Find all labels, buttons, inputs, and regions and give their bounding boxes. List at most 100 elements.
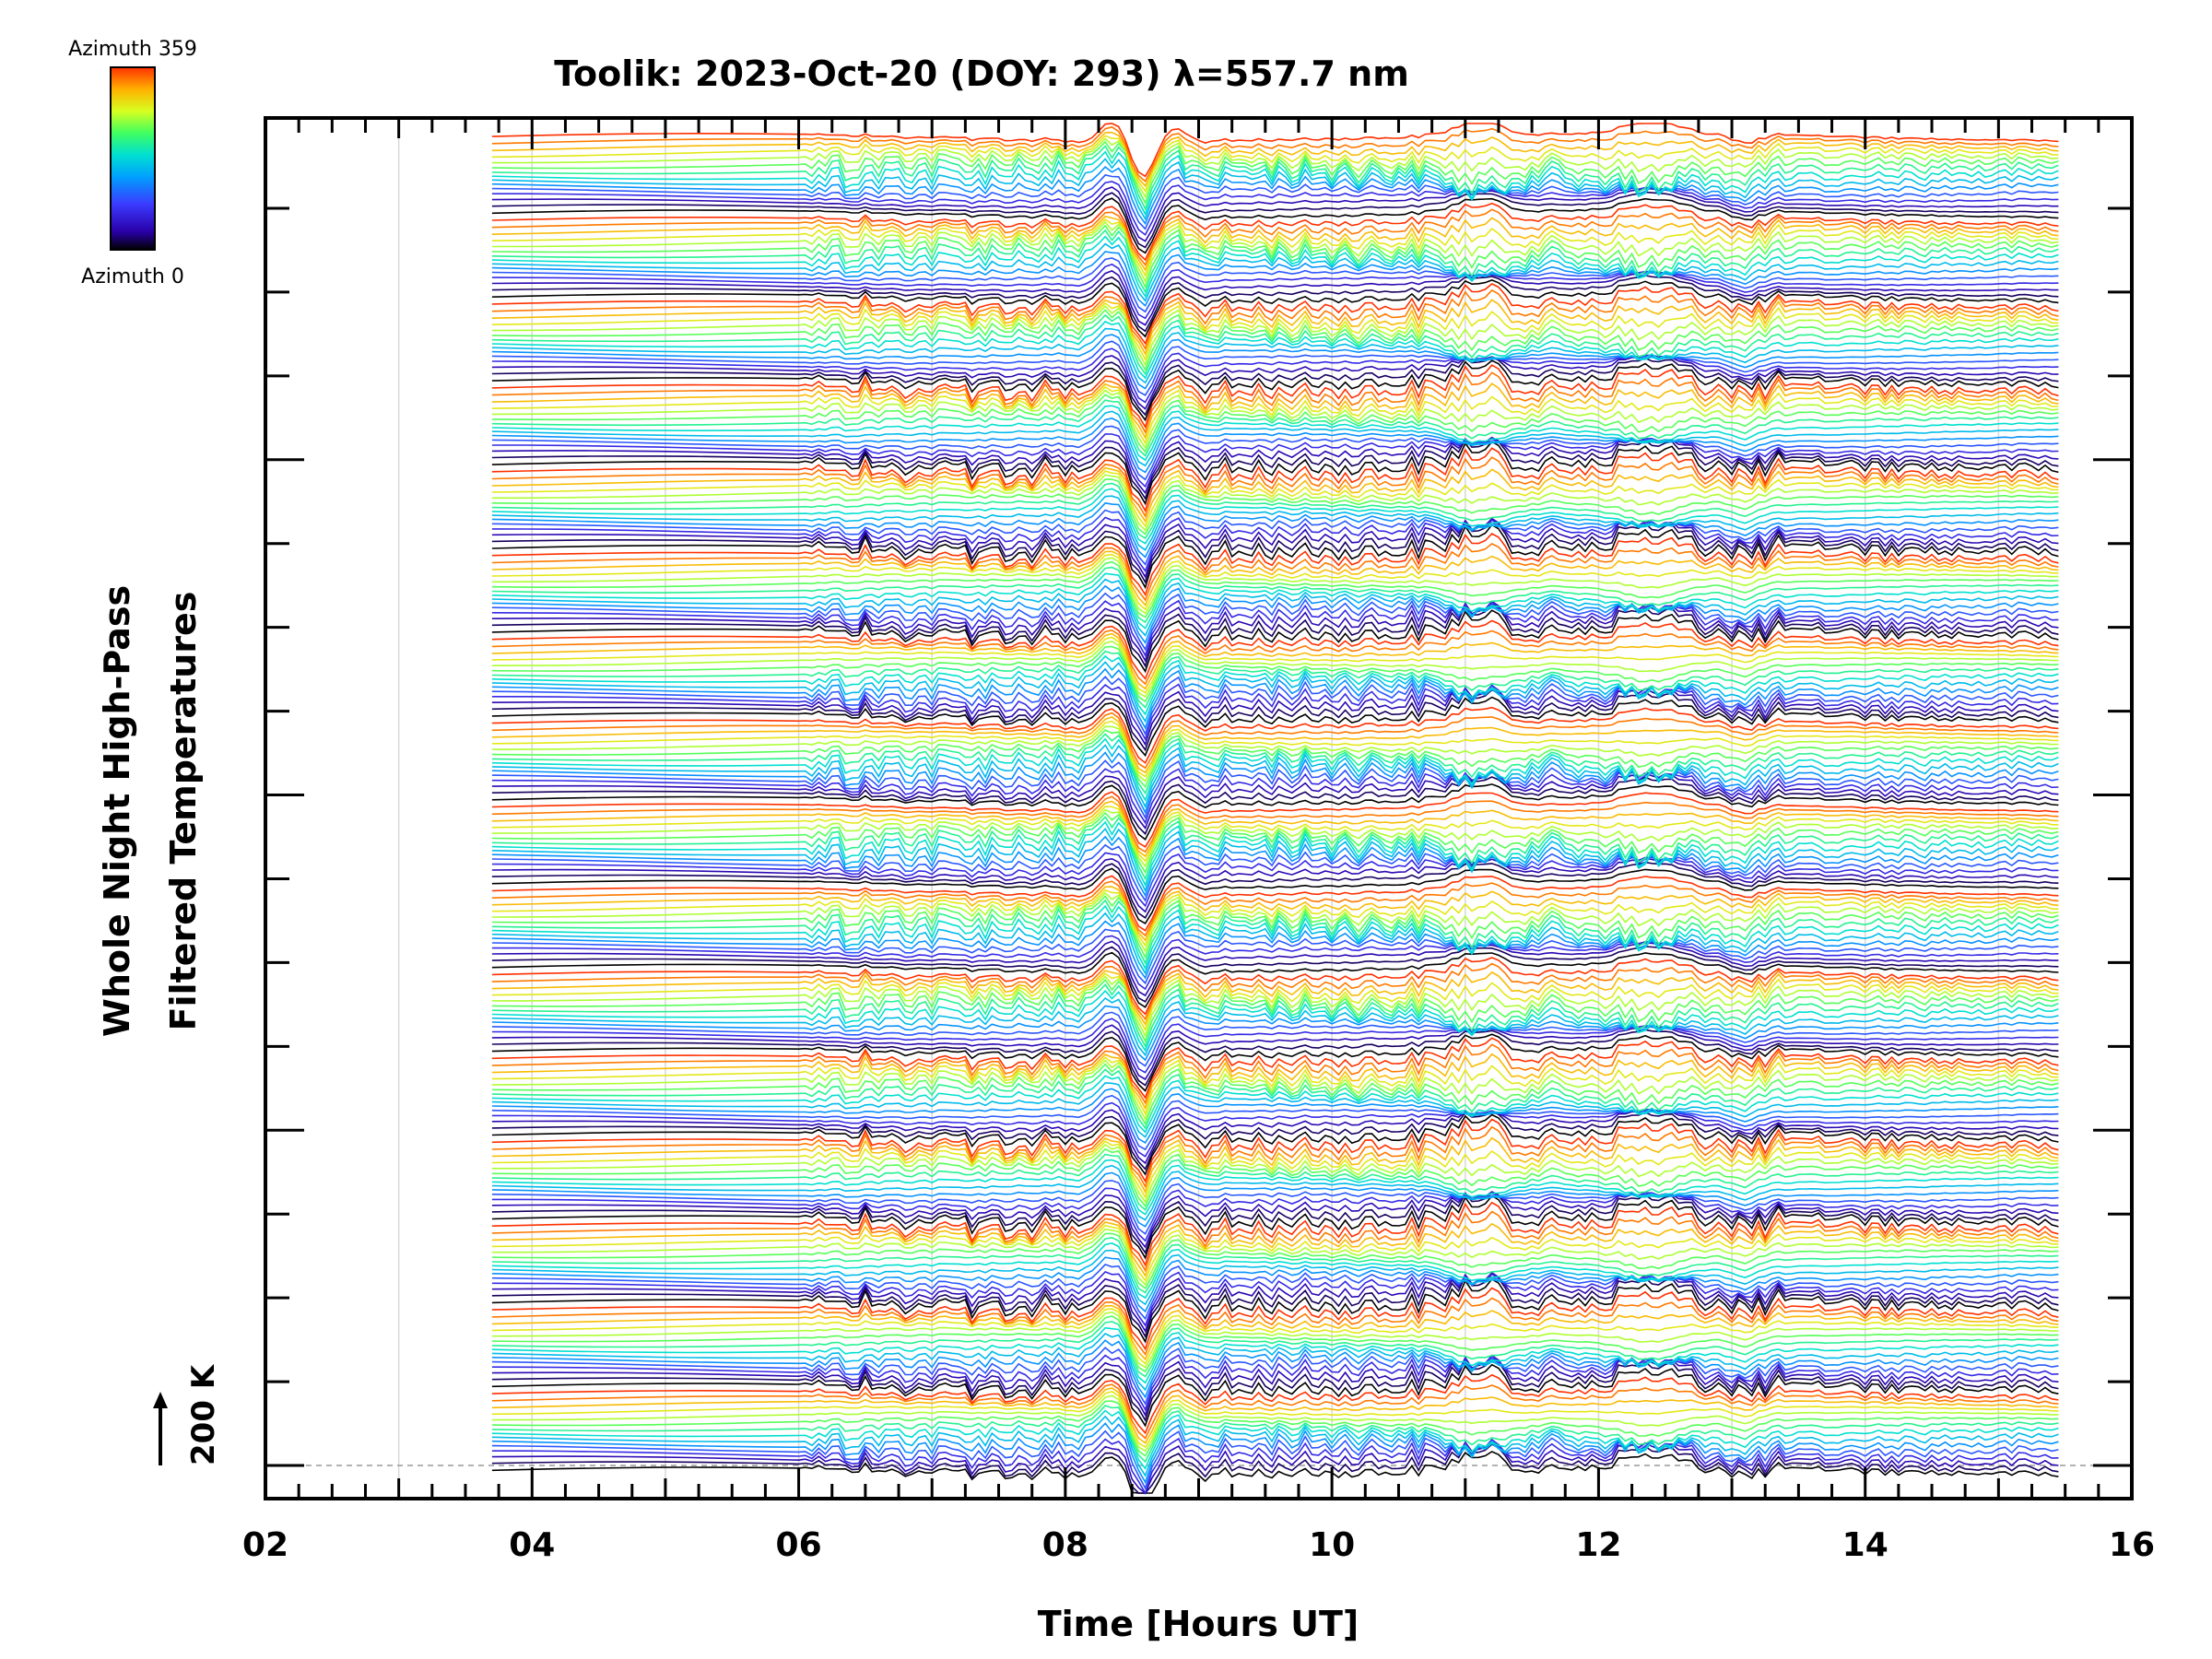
temperature-trace <box>491 137 2059 199</box>
temperature-trace <box>491 888 2059 947</box>
temperature-trace <box>491 843 2059 902</box>
temperature-trace <box>491 208 2059 266</box>
temperature-trace <box>491 517 2059 579</box>
temperature-trace <box>491 257 2059 313</box>
temperature-trace <box>491 488 2059 545</box>
temperature-trace <box>491 389 2059 450</box>
temperature-trace <box>491 309 2059 371</box>
temperature-trace <box>491 1210 2059 1273</box>
temperature-trace <box>491 509 2059 566</box>
temperature-trace <box>491 808 2059 868</box>
temperature-trace <box>491 654 2059 716</box>
temperature-trace <box>491 835 2059 898</box>
temperature-trace <box>491 1443 2059 1494</box>
temperature-trace <box>491 1011 2059 1067</box>
temperature-trace <box>491 313 2059 376</box>
temperature-traces <box>491 123 2059 1495</box>
temperature-trace <box>491 279 2059 338</box>
temperature-trace <box>491 1383 2059 1440</box>
temperature-trace <box>491 1304 2059 1361</box>
temperature-trace <box>491 140 2059 206</box>
temperature-trace <box>491 1043 2059 1105</box>
temperature-trace <box>491 1088 2059 1144</box>
temperature-trace <box>491 867 2059 924</box>
temperature-trace <box>491 759 2059 820</box>
temperature-trace <box>491 1273 2059 1338</box>
temperature-trace <box>491 688 2059 752</box>
axis-ticks <box>264 118 2134 1499</box>
temperature-trace <box>491 1394 2059 1453</box>
temperature-trace <box>491 474 2059 532</box>
temperature-trace <box>491 1068 2059 1130</box>
temperature-trace <box>491 516 2059 573</box>
x-tick-label: 10 <box>1309 1526 1355 1564</box>
colorbar-legend: Azimuth 359 Azimuth 0 <box>68 38 197 288</box>
temperature-trace <box>491 1333 2059 1392</box>
temperature-trace <box>491 242 2059 302</box>
temperature-trace <box>491 609 2059 674</box>
temperature-trace <box>491 895 2059 959</box>
temperature-trace <box>491 518 2059 584</box>
temperature-trace <box>491 800 2059 858</box>
temperature-trace <box>491 478 2059 535</box>
temperature-trace <box>491 482 2059 540</box>
temperature-trace <box>491 737 2059 802</box>
temperature-trace <box>491 599 2059 657</box>
temperature-trace <box>491 1094 2059 1151</box>
temperature-trace <box>491 557 2059 615</box>
temperature-trace <box>491 1125 2059 1189</box>
temperature-trace <box>491 970 2059 1026</box>
temperature-trace <box>491 706 2059 764</box>
temperature-trace <box>491 1242 2059 1300</box>
temperature-trace <box>491 275 2059 333</box>
temperature-trace <box>491 1109 2059 1165</box>
temperature-trace <box>491 996 2059 1057</box>
temperature-trace <box>491 1024 2059 1081</box>
temperature-trace <box>491 251 2059 307</box>
x-tick-label: 08 <box>1042 1526 1088 1564</box>
x-tick-labels: 02 04 06 08 10 12 14 16 <box>242 1526 2155 1564</box>
temperature-trace <box>491 972 2059 1032</box>
temperature-trace <box>491 640 2059 699</box>
temperature-trace <box>491 433 2059 488</box>
temperature-trace <box>491 1033 2059 1092</box>
temperature-trace <box>491 566 2059 624</box>
temperature-trace <box>491 215 2059 272</box>
temperature-trace <box>491 676 2059 736</box>
temperature-trace <box>491 1153 2059 1211</box>
temperature-trace <box>491 135 2059 193</box>
temperature-trace <box>491 1056 2059 1116</box>
temperature-trace <box>491 441 2059 506</box>
temperature-trace <box>491 962 2059 1021</box>
temperature-trace <box>491 466 2059 524</box>
temperature-trace <box>491 1390 2059 1449</box>
temperature-trace <box>491 811 2059 875</box>
temperature-trace <box>491 354 2059 410</box>
temperature-trace <box>491 181 2059 236</box>
temperature-trace <box>491 928 2059 985</box>
temperature-trace <box>491 1164 2059 1221</box>
temperature-trace <box>491 186 2059 242</box>
x-tick-label: 12 <box>1575 1526 1621 1564</box>
temperature-trace <box>491 235 2059 299</box>
temperature-trace <box>491 1354 2059 1418</box>
temperature-trace <box>491 425 2059 481</box>
temperature-trace <box>491 1347 2059 1406</box>
temperature-trace <box>491 1018 2059 1074</box>
temperature-trace <box>491 632 2059 690</box>
temperature-trace <box>491 158 2059 221</box>
temperature-trace <box>491 224 2059 289</box>
temperature-trace <box>491 1053 2059 1111</box>
temperature-trace <box>491 1405 2059 1464</box>
temperature-trace <box>491 629 2059 686</box>
temperature-trace <box>491 543 2059 602</box>
temperature-trace <box>491 645 2059 703</box>
temperature-trace <box>491 578 2059 637</box>
temperature-trace <box>491 1373 2059 1435</box>
temperature-trace <box>491 1263 2059 1321</box>
x-tick-label: 06 <box>776 1526 822 1564</box>
temperature-trace <box>491 1136 2059 1194</box>
temperature-trace <box>491 1409 2059 1470</box>
temperature-trace <box>491 1315 2059 1373</box>
